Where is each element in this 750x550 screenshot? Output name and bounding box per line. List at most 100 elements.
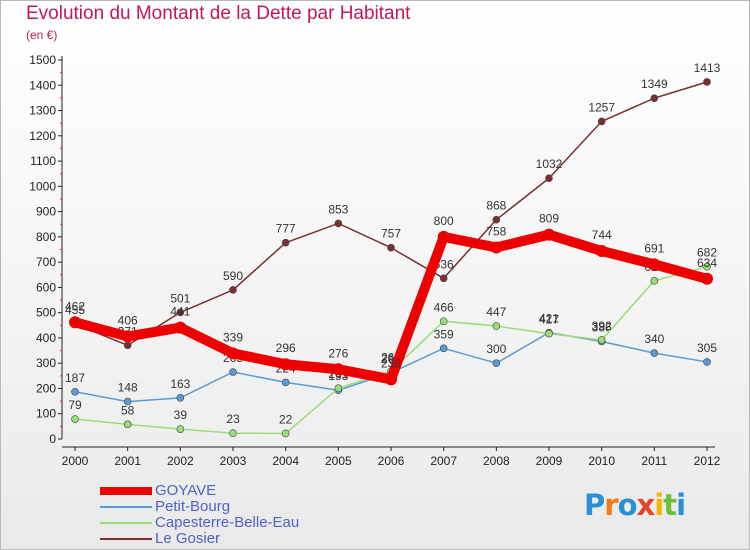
data-point-goyave [648, 258, 661, 271]
data-point-goyave [595, 245, 608, 258]
data-label-goyave: 800 [434, 214, 454, 228]
data-point-capesterre-belle-eau [492, 322, 501, 330]
data-label-goyave: 236 [381, 356, 401, 370]
data-label-petit-bourg: 359 [434, 327, 454, 341]
data-point-capesterre-belle-eau [439, 317, 448, 326]
data-label-capesterre-belle-eau: 466 [434, 300, 454, 314]
x-tick-label: 2005 [325, 454, 352, 468]
data-label-petit-bourg: 148 [118, 381, 138, 395]
data-point-goyave [701, 272, 713, 285]
data-label-petit-bourg: 340 [644, 332, 664, 346]
data-label-petit-bourg: 386 [592, 320, 612, 334]
legend-label: GOYAVE [155, 482, 217, 499]
x-tick-label: 2012 [694, 454, 721, 468]
data-point-capesterre-belle-eau [545, 329, 553, 338]
data-label-goyave: 296 [276, 341, 296, 355]
data-point-le-gosier [703, 78, 711, 86]
chart-title: Evolution du Montant de la Dette par Hab… [26, 3, 411, 24]
y-tick-label: 700 [36, 255, 56, 269]
data-point-petit-bourg [176, 394, 185, 402]
x-tick-label: 2003 [220, 454, 247, 468]
data-label-petit-bourg: 187 [65, 371, 85, 385]
data-point-le-gosier [492, 215, 501, 224]
data-point-petit-bourg [650, 349, 659, 357]
data-point-goyave [490, 241, 503, 254]
data-label-capesterre-belle-eau: 392 [592, 319, 612, 333]
data-point-le-gosier [597, 117, 606, 126]
x-tick-label: 2011 [641, 454, 667, 468]
data-point-le-gosier [176, 308, 185, 317]
data-point-petit-bourg [439, 344, 448, 353]
data-point-goyave [69, 316, 81, 329]
data-point-goyave [227, 347, 239, 360]
x-tick-label: 2007 [430, 454, 457, 468]
data-label-goyave: 634 [697, 256, 717, 270]
data-point-capesterre-belle-eau [71, 415, 79, 423]
x-tick-label: 2008 [483, 454, 510, 468]
y-tick-label: 0 [49, 432, 56, 446]
data-point-petit-bourg [229, 368, 237, 376]
data-label-capesterre-belle-eau: 22 [279, 412, 293, 426]
data-label-le-gosier: 868 [486, 199, 506, 213]
data-label-goyave: 406 [118, 313, 138, 327]
y-tick-label: 600 [36, 280, 56, 294]
data-label-goyave: 691 [644, 241, 664, 255]
data-label-capesterre-belle-eau: 79 [68, 398, 82, 412]
data-label-capesterre-belle-eau: 417 [539, 313, 559, 327]
data-point-capesterre-belle-eau [597, 336, 606, 344]
x-tick-label: 2001 [114, 454, 141, 468]
data-label-le-gosier: 590 [223, 269, 243, 283]
data-label-goyave: 339 [223, 330, 243, 344]
data-label-petit-bourg: 421 [539, 312, 559, 326]
data-point-petit-bourg [281, 378, 290, 387]
data-label-le-gosier: 853 [328, 202, 348, 216]
proxiti-logo: Proxiti [584, 488, 686, 522]
y-tick-label: 1300 [29, 104, 56, 118]
data-label-le-gosier: 1032 [536, 157, 563, 171]
x-tick-label: 2002 [167, 454, 194, 468]
logo-letter: x [636, 488, 656, 522]
logo-letter: t [663, 488, 677, 522]
y-tick-label: 1400 [29, 78, 56, 92]
data-point-goyave [279, 358, 292, 371]
data-point-petit-bourg [492, 359, 501, 368]
x-tick-label: 2006 [378, 454, 405, 468]
y-tick-label: 200 [36, 381, 56, 395]
y-tick-label: 800 [36, 230, 56, 244]
y-tick-label: 300 [36, 356, 56, 370]
y-tick-label: 1200 [29, 129, 56, 143]
legend-swatch [100, 522, 152, 524]
logo-letter: i [654, 488, 664, 522]
data-point-le-gosier [387, 243, 395, 252]
data-point-goyave [543, 228, 555, 241]
data-point-le-gosier [281, 238, 290, 247]
legend-swatch [100, 487, 152, 495]
data-point-goyave [174, 321, 187, 334]
data-point-capesterre-belle-eau [176, 425, 185, 433]
data-point-le-gosier [439, 274, 448, 283]
legend-label: Petit-Bourg [155, 498, 231, 515]
data-point-goyave [437, 230, 450, 243]
data-label-capesterre-belle-eau: 23 [226, 412, 240, 426]
data-label-goyave: 462 [65, 299, 85, 313]
data-point-capesterre-belle-eau [123, 420, 132, 429]
legend-label: Capesterre-Belle-Eau [155, 514, 300, 531]
logo-letter: r [604, 488, 618, 522]
data-label-goyave: 441 [170, 305, 190, 319]
data-label-le-gosier: 501 [170, 291, 190, 305]
data-point-goyave [121, 330, 134, 343]
data-label-le-gosier: 1349 [641, 77, 668, 91]
data-label-goyave: 809 [539, 212, 559, 226]
data-label-le-gosier: 757 [381, 227, 401, 241]
data-point-le-gosier [123, 341, 132, 350]
y-tick-label: 1100 [30, 154, 56, 168]
data-label-capesterre-belle-eau: 39 [174, 408, 188, 422]
data-label-le-gosier: 1413 [694, 61, 721, 75]
x-tick-label: 2004 [272, 454, 299, 468]
legend-swatch [100, 506, 152, 508]
data-label-goyave: 758 [486, 224, 506, 238]
data-label-capesterre-belle-eau: 447 [486, 305, 506, 319]
data-point-petit-bourg [71, 387, 79, 396]
